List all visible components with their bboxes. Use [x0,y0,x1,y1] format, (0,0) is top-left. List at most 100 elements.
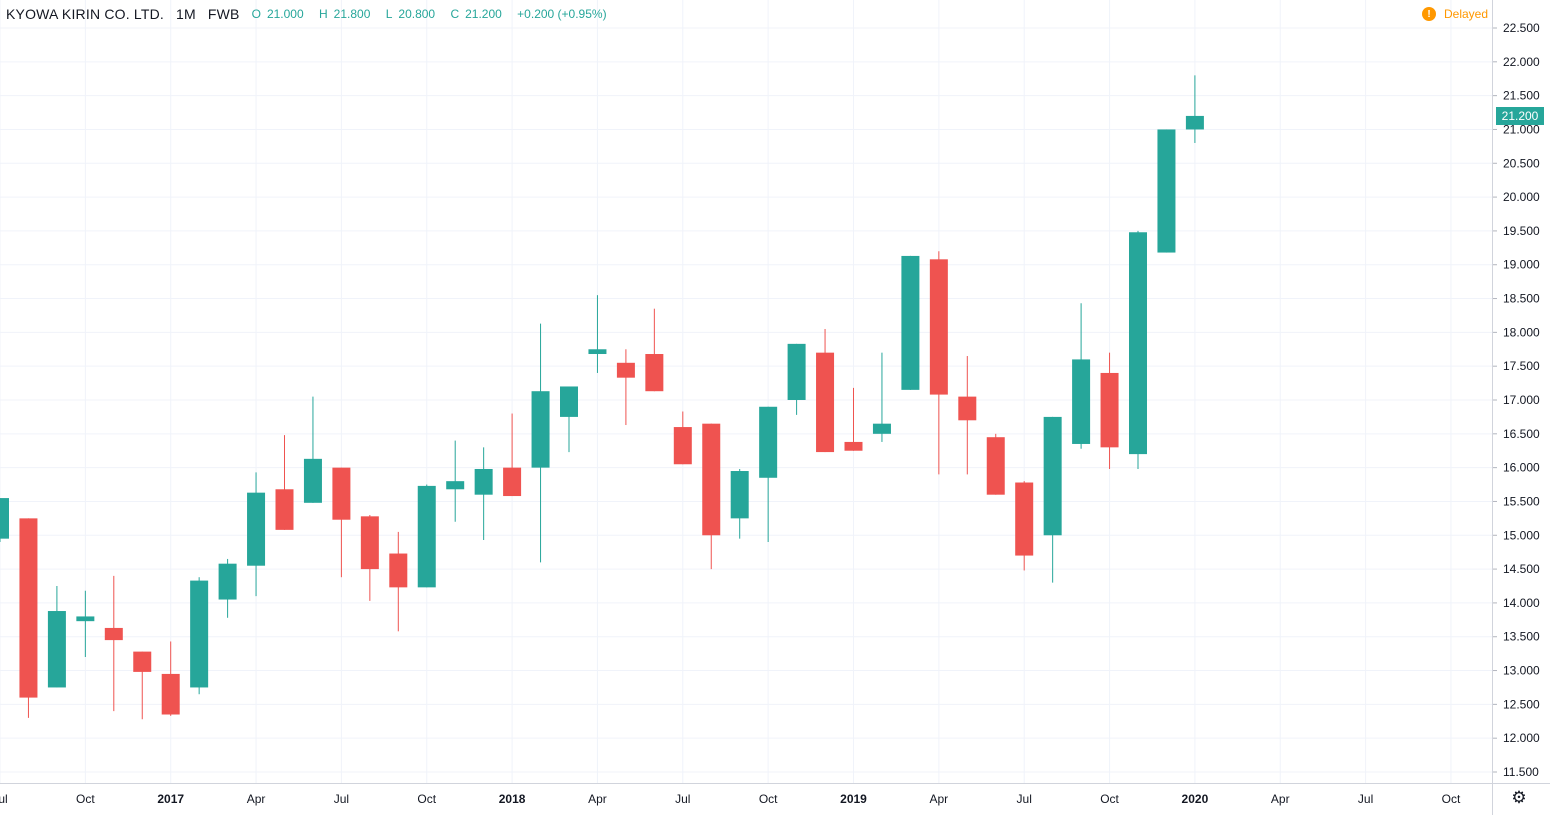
y-tick-label: 21.500 [1503,89,1540,103]
candle[interactable] [673,411,692,465]
x-tick-label: 2017 [157,792,184,806]
candle[interactable] [133,651,152,720]
candle[interactable] [19,518,38,718]
candle[interactable] [872,352,891,442]
x-tick-label: Jul [675,792,690,806]
candle[interactable] [759,406,778,543]
interval-label[interactable]: 1M [176,6,196,22]
candle-body [474,468,493,495]
candle-body [47,611,66,688]
candle-body [616,362,635,378]
candle-body [104,627,123,641]
candle-body [503,467,522,497]
candle[interactable] [1185,75,1204,143]
x-tick-label: Oct [417,792,436,806]
x-tick-label: Jul [0,792,8,806]
candle[interactable] [645,308,664,392]
x-tick-label: Oct [1100,792,1119,806]
low-label: L [385,7,393,21]
candle-body [389,553,408,588]
candle-body [901,255,920,390]
high-label: H [319,7,328,21]
candle[interactable] [1072,303,1091,449]
candle-body [1100,372,1119,448]
candle[interactable] [787,343,806,415]
y-tick-label: 16.000 [1503,461,1540,475]
candle-body [332,467,351,520]
candle[interactable] [47,586,66,688]
symbol-name[interactable]: KYOWA KIRIN CO. LTD. [6,6,165,22]
candle[interactable] [616,349,635,426]
candle[interactable] [446,440,465,522]
candle[interactable] [474,447,493,541]
delayed-status[interactable]: ! Delayed [1422,5,1488,23]
candle[interactable] [560,386,578,453]
x-tick-label: Jul [1358,792,1373,806]
candle-body [588,349,607,355]
candle[interactable] [417,484,436,588]
candle[interactable] [929,251,948,475]
candle-body [133,651,152,672]
candle[interactable] [844,387,863,451]
candle[interactable] [275,435,294,530]
candle[interactable] [1129,230,1147,469]
candle[interactable] [986,433,1005,495]
y-tick-label: 15.000 [1503,528,1540,542]
candle[interactable] [816,328,835,453]
candle[interactable] [360,514,379,601]
y-tick-label: 14.500 [1503,562,1540,576]
x-tick-label: Jul [1017,792,1032,806]
close-label: C [450,7,460,21]
y-tick-label: 17.500 [1503,359,1540,373]
candle[interactable] [1157,129,1176,253]
candle[interactable] [389,531,408,632]
candle-body [446,481,465,490]
candle-body [218,563,237,600]
candle[interactable] [190,577,209,695]
candle-body [161,673,180,715]
gear-icon[interactable]: ⚙ [1511,788,1527,807]
y-tick-label: 22.000 [1503,55,1540,69]
y-tick-label: 13.000 [1503,664,1540,678]
candle-body [1072,359,1091,444]
candle[interactable] [901,255,920,390]
candle[interactable] [76,590,95,658]
y-tick-label: 22.500 [1503,21,1540,35]
candle[interactable] [531,323,550,563]
candle-body [816,352,835,453]
candle[interactable] [303,396,322,503]
candle[interactable] [104,575,123,712]
candle[interactable] [588,295,607,373]
candle[interactable] [1100,352,1119,469]
close-value: 21.200 [465,7,502,21]
open-label: O [251,7,261,21]
candle[interactable] [730,468,749,539]
candle-body [560,386,578,417]
y-tick-label: 21.000 [1503,122,1540,136]
candle[interactable] [247,472,266,597]
candle[interactable] [0,498,9,543]
candle[interactable] [332,467,351,578]
candle[interactable] [702,423,721,570]
candle[interactable] [503,413,522,497]
x-tick-label: Apr [1271,792,1290,806]
candle[interactable] [1015,481,1034,571]
candle-body [1157,129,1176,253]
x-tick-label: Apr [247,792,266,806]
candle-body [275,489,294,530]
y-tick-label: 18.500 [1503,292,1540,306]
x-tick-label: Oct [759,792,778,806]
candle[interactable] [218,558,237,618]
candle-body [958,396,977,421]
y-tick-label: 11.500 [1503,765,1539,779]
candle-body [702,423,721,536]
exchange-label: FWB [207,6,240,22]
candle[interactable] [1043,416,1062,583]
candle[interactable] [958,356,977,475]
y-tick-label: 17.000 [1503,393,1540,407]
candle[interactable] [161,641,180,716]
y-tick-label: 12.000 [1503,731,1540,745]
